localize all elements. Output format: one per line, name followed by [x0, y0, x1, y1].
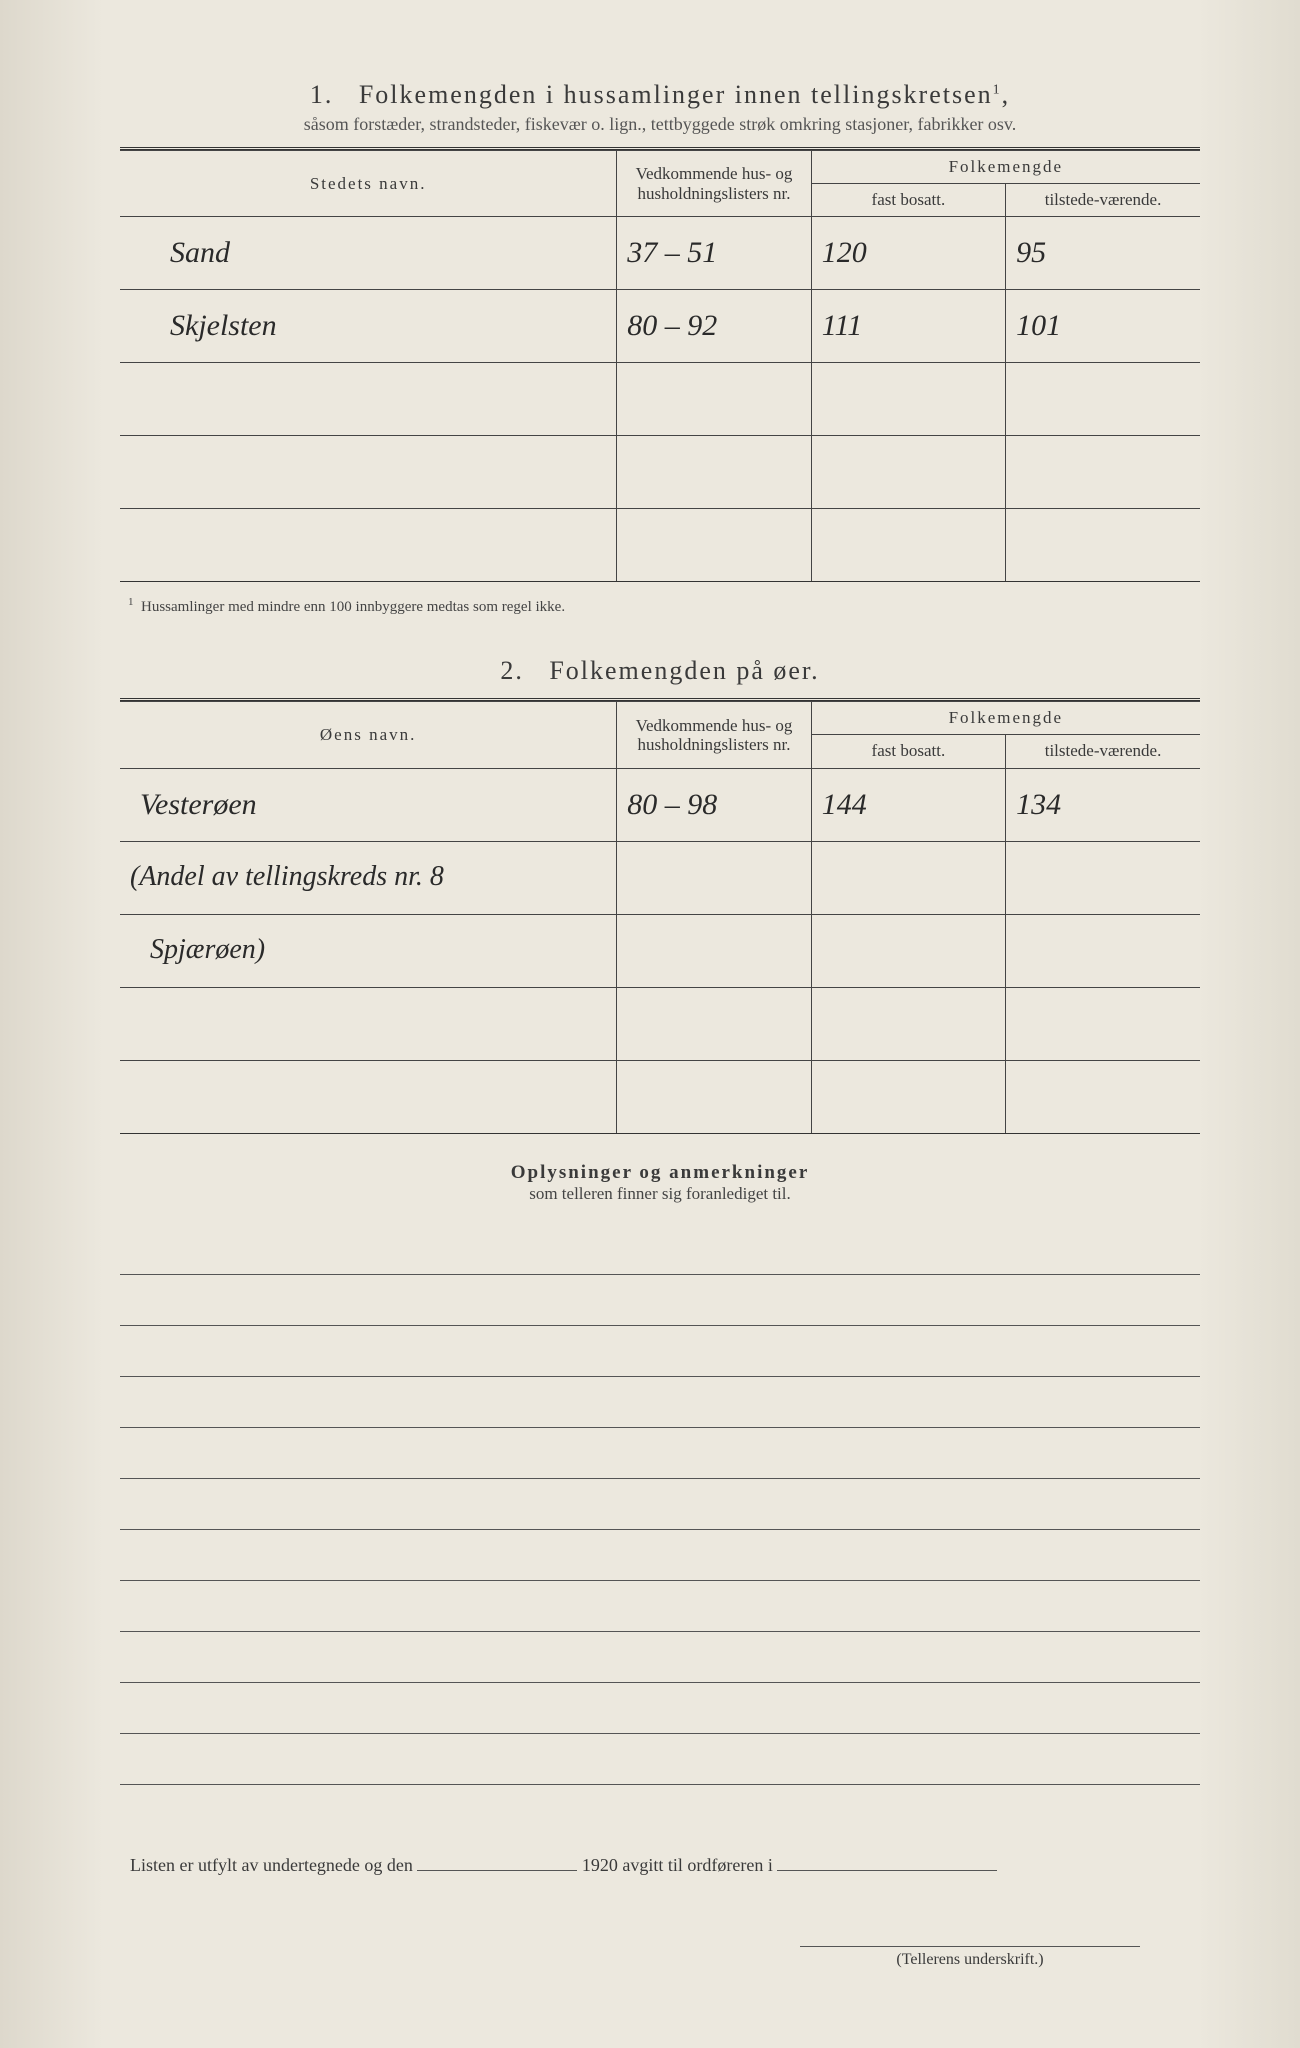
section1-footnote-marker: 1 — [993, 82, 1002, 97]
section2-table: Øens navn. Vedkommende hus- og husholdni… — [120, 701, 1200, 1133]
section1-subtitle: såsom forstæder, strandsteder, fiskevær … — [120, 114, 1200, 135]
table-row: (Andel av tellingskreds nr. 8 — [120, 841, 1200, 914]
s2-r2-note: Spjærøen) — [120, 914, 617, 987]
section1-title-text: Folkemengden i hussamlinger innen tellin… — [359, 80, 993, 109]
s1-r1-fast: 111 — [811, 290, 1005, 363]
s2-r0-fast: 144 — [811, 768, 1005, 841]
s2-extra-line1: (Andel av tellingskreds nr. 8 — [130, 862, 606, 893]
table-row: Spjærøen) — [120, 914, 1200, 987]
s1-r1-til: 101 — [1006, 290, 1200, 363]
signature-area: (Tellerens underskrift.) — [120, 1946, 1200, 1969]
section2-title: 2. Folkemengden på øer. — [120, 656, 1200, 686]
ruled-line — [120, 1683, 1200, 1734]
s1-r0-til: 95 — [1006, 217, 1200, 290]
section1-table: Stedets navn. Vedkommende hus- og hushol… — [120, 150, 1200, 582]
s2-col-hus: Vedkommende hus- og husholdningslisters … — [617, 702, 811, 768]
ruled-line — [120, 1275, 1200, 1326]
s1-r1-name: Skjelsten — [120, 290, 617, 363]
ruled-line — [120, 1530, 1200, 1581]
s1-col-tilstede: tilstede-værende. — [1006, 184, 1200, 217]
remarks-title: Oplysninger og anmerkninger — [120, 1162, 1200, 1184]
remarks-ruled-lines — [120, 1224, 1200, 1785]
section1-number: 1. — [310, 80, 334, 109]
s1-col-pop-group: Folkemengde — [811, 151, 1200, 184]
s2-extra-line2: Spjærøen) — [150, 935, 606, 966]
footnote-marker: 1 — [128, 596, 134, 608]
footer-blank-place — [777, 1856, 997, 1871]
s2-r0-hus: 80 – 98 — [617, 768, 811, 841]
ruled-line — [120, 1224, 1200, 1275]
table-row: Sand 37 – 51 120 95 — [120, 217, 1200, 290]
ruled-line — [120, 1479, 1200, 1530]
ruled-line — [120, 1581, 1200, 1632]
s2-col-name: Øens navn. — [120, 702, 617, 768]
table-row: Skjelsten 80 – 92 111 101 — [120, 290, 1200, 363]
s1-r0-fast: 120 — [811, 217, 1005, 290]
s2-r0-name: Vesterøen — [120, 768, 617, 841]
section1-title: 1. Folkemengden i hussamlinger innen tel… — [120, 80, 1200, 110]
s1-col-fast: fast bosatt. — [811, 184, 1005, 217]
ruled-line — [120, 1326, 1200, 1377]
table-row-empty — [120, 363, 1200, 436]
section2-title-text: Folkemengden på øer. — [549, 656, 819, 685]
s1-r0-name: Sand — [120, 217, 617, 290]
census-form-page: 1. Folkemengden i hussamlinger innen tel… — [0, 0, 1300, 2048]
s1-r1-hus: 80 – 92 — [617, 290, 811, 363]
table-row-empty — [120, 987, 1200, 1060]
ruled-line — [120, 1428, 1200, 1479]
s2-r0-til: 134 — [1006, 768, 1200, 841]
section1-footnote: 1 Hussamlinger med mindre enn 100 innbyg… — [128, 596, 1200, 616]
s2-col-pop-group: Folkemengde — [811, 702, 1200, 735]
footnote-text: Hussamlinger med mindre enn 100 innbygge… — [141, 599, 565, 615]
signature-label: (Tellerens underskrift.) — [800, 1946, 1140, 1969]
s1-r0-hus: 37 – 51 — [617, 217, 811, 290]
s2-col-fast: fast bosatt. — [811, 735, 1005, 768]
s1-col-name: Stedets navn. — [120, 151, 617, 217]
footer-line: Listen er utfylt av undertegnede og den … — [120, 1855, 1200, 1876]
footer-blank-date — [417, 1856, 577, 1871]
ruled-line — [120, 1734, 1200, 1785]
s2-col-tilstede: tilstede-værende. — [1006, 735, 1200, 768]
ruled-line — [120, 1377, 1200, 1428]
table-row-empty — [120, 509, 1200, 582]
footer-text-a: Listen er utfylt av undertegnede og den — [130, 1855, 413, 1875]
s2-r1-note: (Andel av tellingskreds nr. 8 — [120, 841, 617, 914]
ruled-line — [120, 1632, 1200, 1683]
section2-number: 2. — [500, 656, 524, 685]
table-row-empty — [120, 1060, 1200, 1133]
table-row-empty — [120, 436, 1200, 509]
remarks-subtitle: som telleren finner sig foranlediget til… — [120, 1184, 1200, 1204]
table-row: Vesterøen 80 – 98 144 134 — [120, 768, 1200, 841]
s1-col-hus: Vedkommende hus- og husholdningslisters … — [617, 151, 811, 217]
footer-text-b: 1920 avgitt til ordføreren i — [582, 1855, 773, 1875]
